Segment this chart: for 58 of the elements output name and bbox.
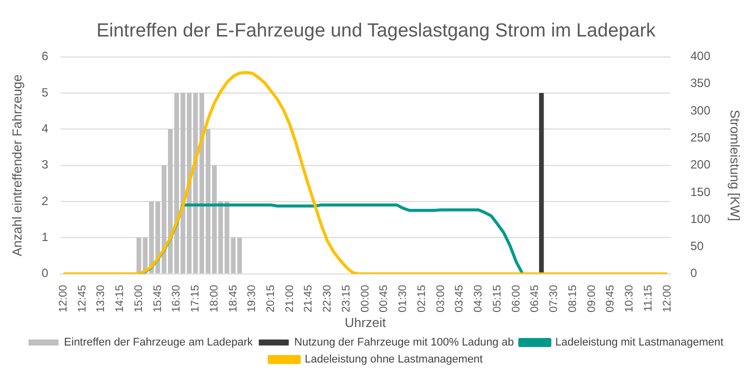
x-tick-label: 19:30 bbox=[246, 284, 258, 312]
x-tick-label: 14:15 bbox=[114, 284, 126, 312]
y2-tick-label: 50 bbox=[690, 239, 704, 254]
x-tick-label: 15:45 bbox=[152, 284, 164, 312]
x-tick-label: 07:30 bbox=[548, 284, 560, 312]
y2-tick-label: 250 bbox=[690, 130, 711, 145]
x-tick-label: 18:45 bbox=[227, 284, 240, 312]
x-tick-label: 04:30 bbox=[472, 284, 485, 312]
x-tick-label: 16:30 bbox=[170, 284, 183, 312]
bar bbox=[539, 92, 544, 274]
x-tick-label: 06:45 bbox=[529, 284, 542, 312]
y-tick-label: 5 bbox=[42, 85, 49, 100]
x-tick-label: 00:00 bbox=[359, 284, 372, 312]
x-tick-label: 18:00 bbox=[208, 284, 220, 312]
legend-label: Ladeleistung mit Lastmanagement bbox=[555, 336, 724, 349]
x-axis-title: Uhrzeit bbox=[344, 314, 386, 330]
x-tick-label: 12:00 bbox=[661, 284, 674, 312]
x-tick-label: 21:00 bbox=[284, 284, 296, 312]
x-tick-label: 13:30 bbox=[95, 284, 108, 312]
legend-label: Nutzung der Fahrzeuge mit 100% Ladung ab bbox=[294, 336, 514, 349]
y2-axis-title: Stromleistung [KW] bbox=[728, 110, 743, 221]
x-tick-label: 09:45 bbox=[604, 284, 617, 312]
x-tick-label: 21:45 bbox=[302, 284, 315, 312]
y-tick-label: 3 bbox=[42, 158, 49, 172]
x-tick-label: 08:15 bbox=[566, 284, 579, 312]
y2-tick-label: 150 bbox=[690, 184, 711, 199]
y-tick-label: 6 bbox=[42, 49, 49, 64]
legend-label: Ladeleistung ohne Lastmanagement bbox=[304, 354, 483, 366]
x-tick-label: 23:15 bbox=[340, 284, 352, 312]
y-tick-label: 1 bbox=[42, 230, 49, 244]
y-tick-label: 2 bbox=[42, 194, 49, 208]
y2-tick-label: 350 bbox=[690, 76, 711, 90]
x-tick-label: 15:00 bbox=[132, 284, 145, 312]
y2-tick-label: 300 bbox=[690, 103, 711, 118]
x-tick-label: 03:45 bbox=[454, 284, 466, 312]
y-tick-label: 4 bbox=[42, 121, 49, 136]
x-tick-label: 12:00 bbox=[57, 284, 70, 312]
chart-title: Eintreffen der E-Fahrzeuge und Tageslastgang Strom im Ladepark bbox=[96, 20, 656, 42]
x-tick-label: 02:15 bbox=[416, 284, 428, 312]
x-tick-label: 03:00 bbox=[434, 284, 447, 312]
y-axis-title: Anzahl eintreffender Fahrzeuge bbox=[9, 74, 24, 256]
y-tick-label: 0 bbox=[42, 266, 49, 280]
x-tick-label: 09:00 bbox=[586, 284, 598, 312]
x-tick-label: 17:15 bbox=[190, 284, 202, 312]
x-tick-label: 22:30 bbox=[322, 284, 334, 312]
x-tick-label: 06:00 bbox=[510, 284, 522, 312]
y2-tick-label: 100 bbox=[690, 212, 711, 226]
y2-tick-label: 0 bbox=[690, 266, 698, 280]
y2-tick-label: 200 bbox=[690, 158, 711, 172]
x-tick-label: 01:30 bbox=[397, 284, 410, 312]
x-tick-label: 05:15 bbox=[491, 284, 504, 312]
x-tick-label: 12:45 bbox=[76, 284, 88, 312]
x-tick-label: 00:45 bbox=[378, 284, 390, 312]
y2-tick-label: 400 bbox=[690, 49, 711, 64]
x-tick-label: 11:15 bbox=[642, 284, 654, 312]
legend-label: Eintreffen der Fahrzeuge am Ladepark bbox=[64, 336, 254, 349]
x-tick-label: 10:30 bbox=[624, 284, 636, 312]
x-tick-label: 20:15 bbox=[265, 284, 278, 312]
